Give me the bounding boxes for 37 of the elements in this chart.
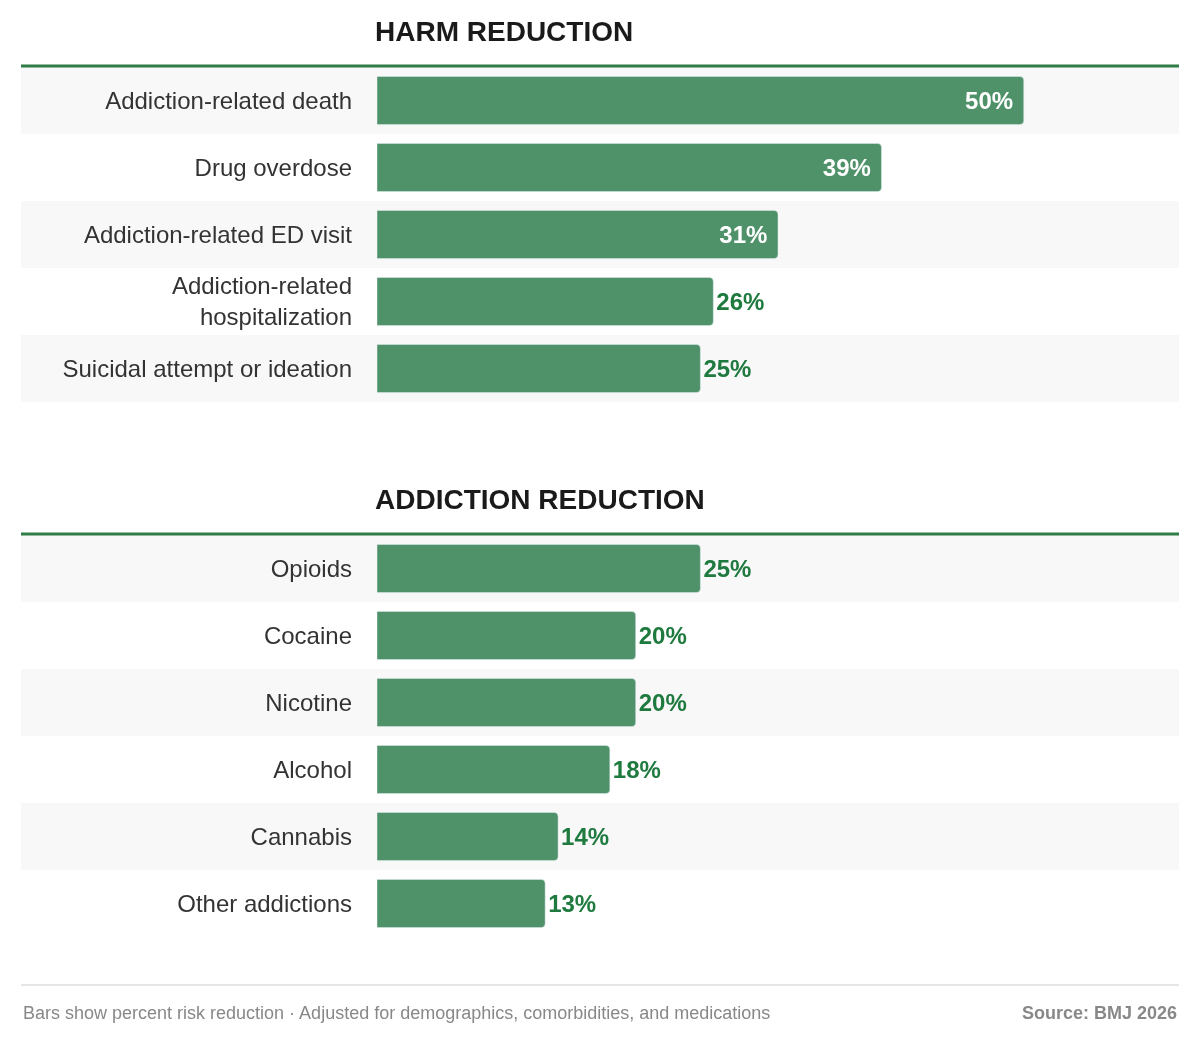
data-label: 39% bbox=[822, 154, 878, 181]
bar bbox=[377, 76, 1025, 125]
chart-title: ADDICTION REDUCTION bbox=[375, 484, 705, 515]
data-label: 25% bbox=[703, 555, 759, 582]
y-tick-label: Opioids bbox=[270, 554, 352, 582]
y-tick-label: Cannabis bbox=[250, 822, 352, 850]
y-tick-label: Addiction-related ED visit bbox=[83, 220, 353, 248]
bar bbox=[377, 277, 714, 326]
data-label: 50% bbox=[965, 87, 1020, 114]
data-label: 31% bbox=[719, 221, 774, 248]
source-note: Source: BMJ 2026 bbox=[1022, 1003, 1178, 1023]
y-tick-label: Addiction-related death bbox=[105, 86, 352, 114]
y-tick-label: Nicotine bbox=[265, 688, 352, 716]
chart-title: HARM REDUCTION bbox=[375, 16, 634, 47]
y-tick-label: Addiction-related hospitalization bbox=[171, 272, 352, 331]
data-label: 20% bbox=[638, 689, 694, 716]
bar bbox=[377, 678, 636, 727]
data-label: 13% bbox=[548, 890, 603, 917]
data-label: 26% bbox=[716, 288, 772, 315]
bar bbox=[377, 210, 779, 259]
bar bbox=[377, 611, 636, 660]
bar bbox=[377, 745, 611, 794]
text: Bars show percent risk reduction · Adjusted for demographics, comorbidities, and medications bbox=[23, 1003, 771, 1023]
data-label: 14% bbox=[561, 823, 616, 850]
y-tick-label: Other addictions bbox=[177, 889, 352, 917]
bar bbox=[377, 544, 701, 593]
bar bbox=[377, 143, 882, 192]
bar bbox=[377, 812, 559, 861]
y-tick-label: Drug overdose bbox=[194, 153, 352, 181]
bar bbox=[377, 879, 546, 928]
data-label: 25% bbox=[703, 355, 759, 382]
data-label: 18% bbox=[612, 756, 668, 783]
bar bbox=[377, 344, 701, 393]
y-tick-label: Alcohol bbox=[273, 755, 352, 783]
y-tick-label: Suicidal attempt or ideation bbox=[62, 354, 352, 382]
data-label: 20% bbox=[638, 622, 694, 649]
y-tick-label: Cocaine bbox=[263, 621, 352, 649]
